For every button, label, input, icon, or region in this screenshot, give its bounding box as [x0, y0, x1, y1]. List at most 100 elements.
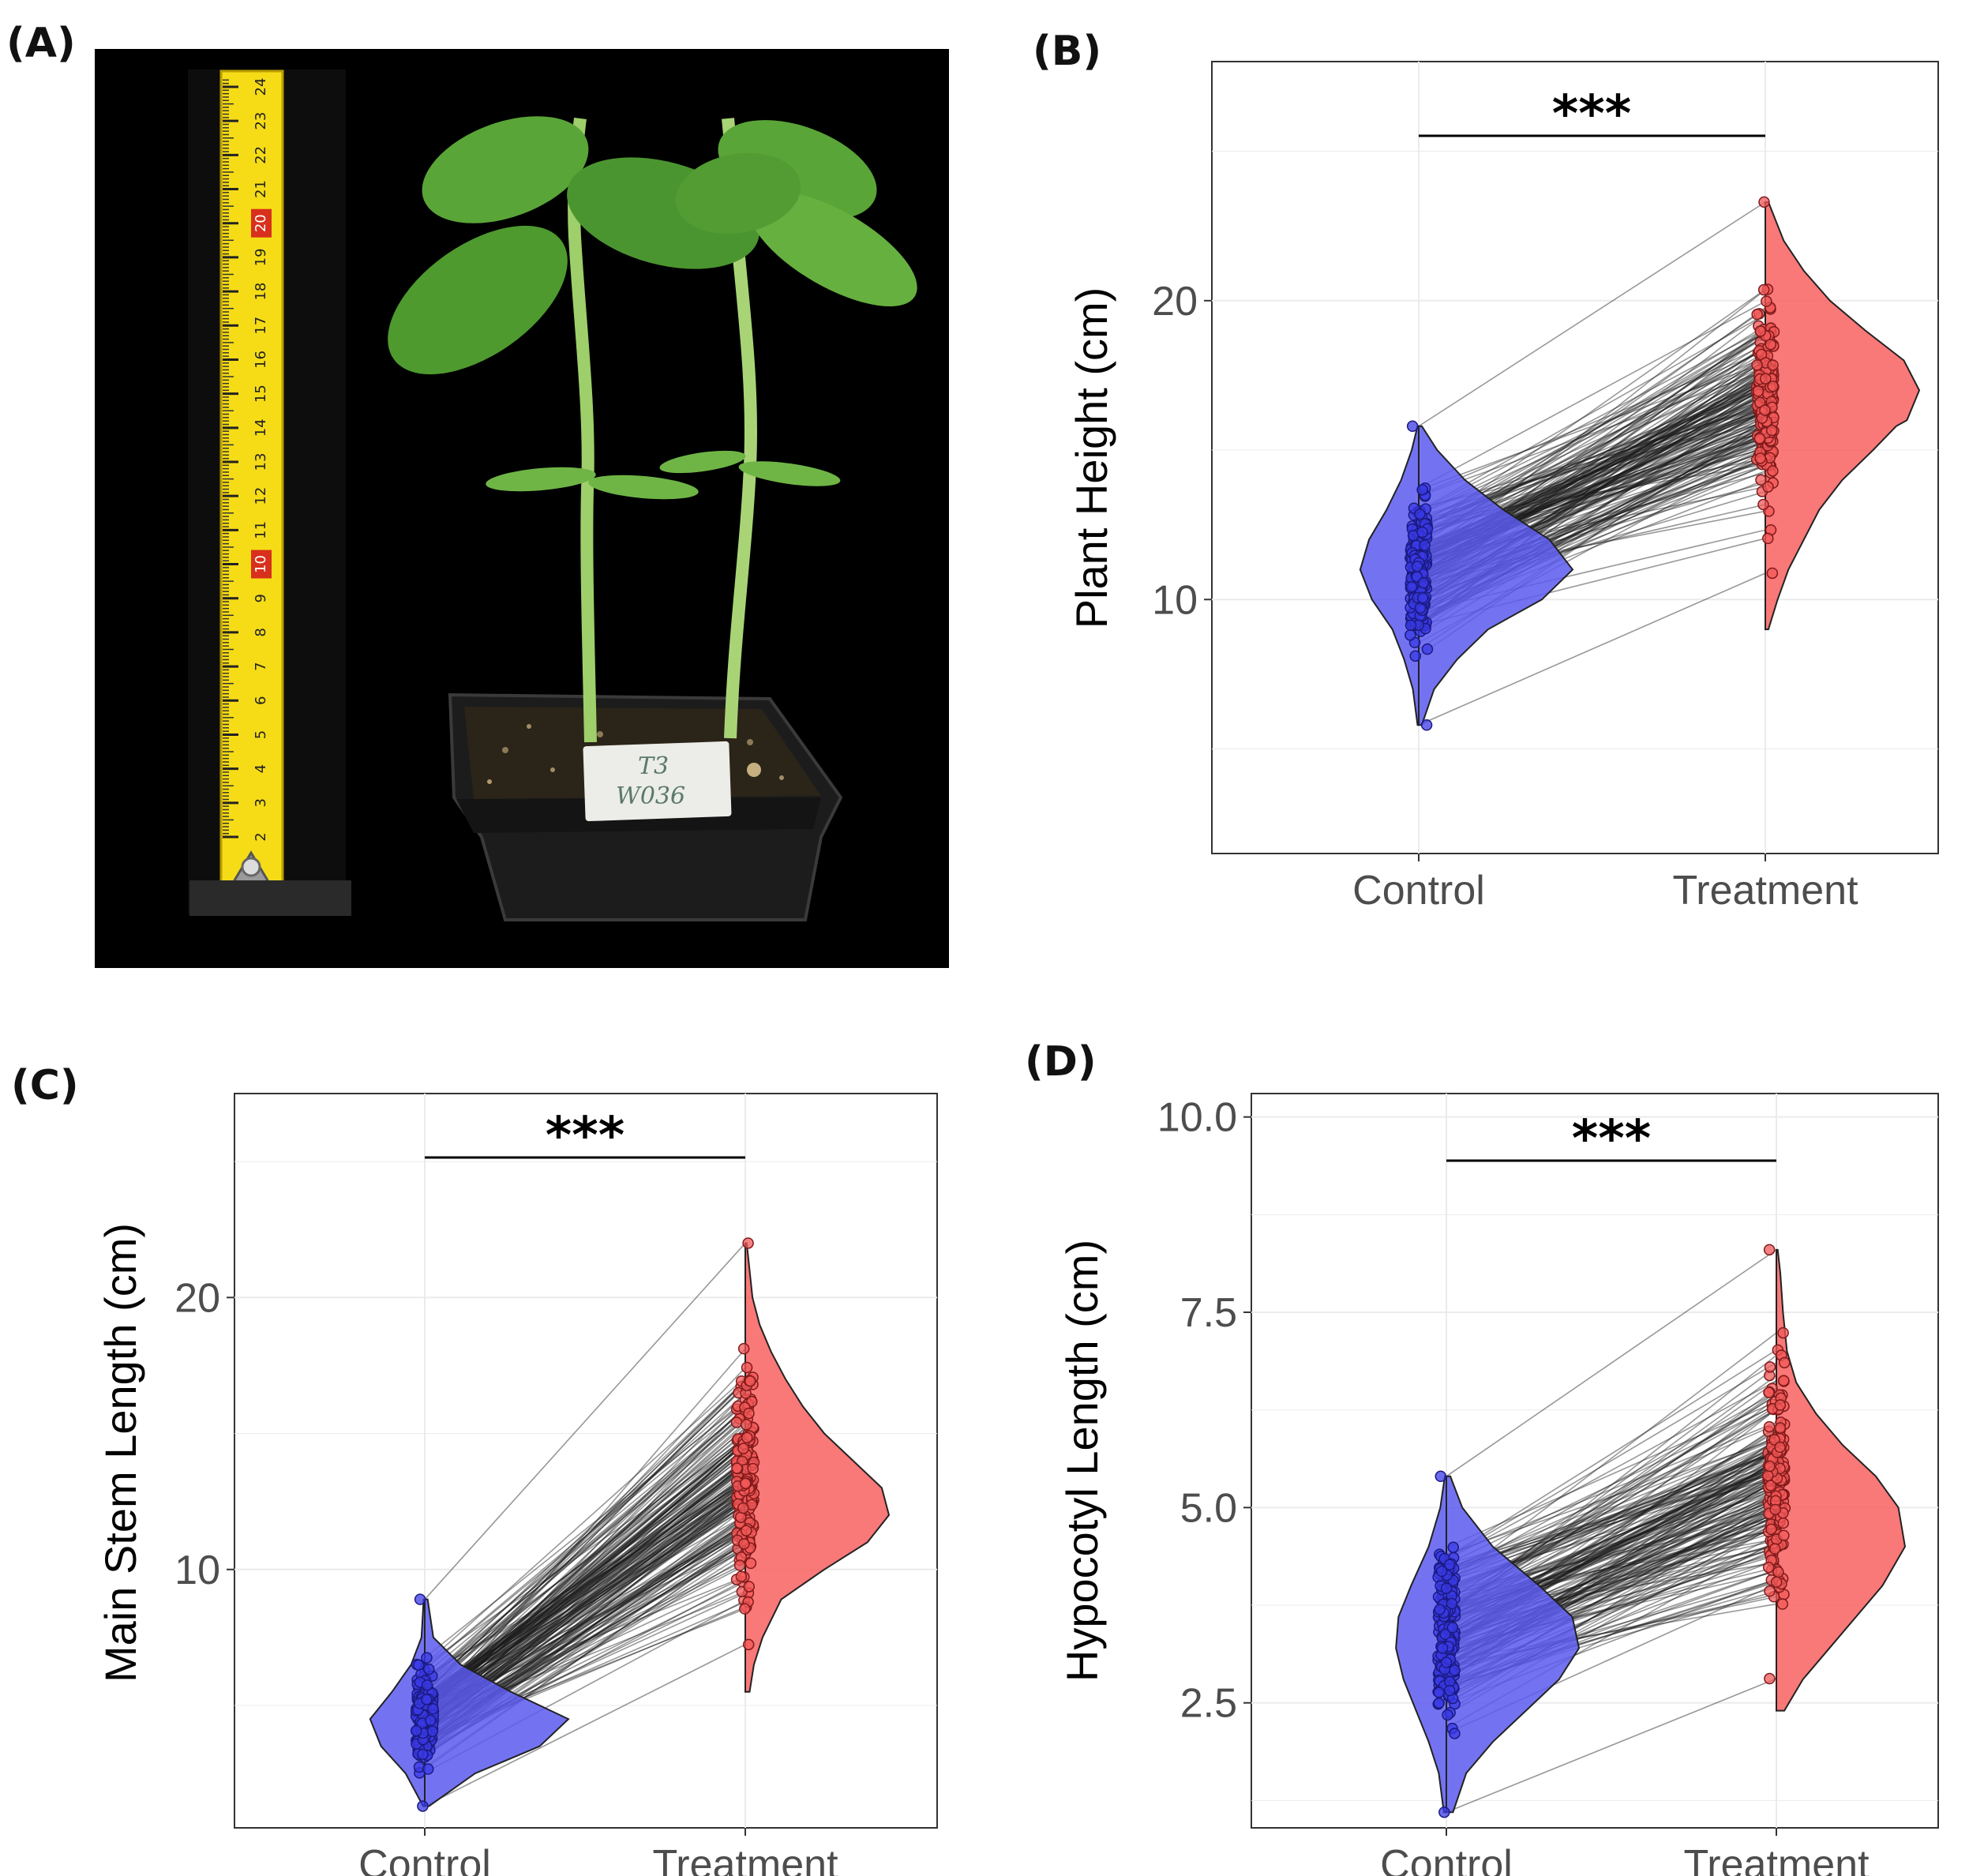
paired-line	[424, 1544, 746, 1699]
paired-line	[424, 1481, 746, 1678]
treatment-point	[1776, 1598, 1789, 1610]
paired-line	[424, 1438, 746, 1709]
paired-line	[424, 1460, 746, 1709]
y-tick-label: 20	[174, 1275, 220, 1321]
tape-number: 6	[253, 696, 269, 705]
treatment-point	[1767, 465, 1779, 477]
x-tick-label-treatment: Treatment	[1672, 868, 1858, 914]
paired-line	[424, 1437, 746, 1686]
paired-line	[1446, 1439, 1777, 1576]
paired-line	[424, 1498, 746, 1692]
y-tick-label: 2.5	[1180, 1681, 1237, 1727]
paired-line	[424, 1348, 746, 1720]
significance-label: ***	[1572, 1110, 1651, 1169]
treatment-point	[743, 1407, 755, 1420]
y-axis-title: Main Stem Length (cm)	[96, 1223, 145, 1683]
treatment-point	[1778, 1529, 1790, 1541]
paired-line	[424, 1409, 746, 1685]
treatment-point	[1774, 1399, 1787, 1411]
treatment-point	[1778, 1375, 1790, 1386]
treatment-point	[747, 1462, 759, 1475]
treatment-point	[1763, 1244, 1776, 1256]
paired-line	[424, 1439, 746, 1701]
x-tick-label-treatment: Treatment	[1683, 1842, 1870, 1876]
paired-line	[424, 1461, 746, 1712]
control-point	[420, 1694, 433, 1705]
control-point	[1419, 539, 1431, 552]
paired-line	[424, 1415, 746, 1717]
y-axis-title: Hypocotyl Length (cm)	[1057, 1240, 1107, 1682]
control-point	[417, 1748, 429, 1761]
tape-number: 23	[253, 112, 269, 130]
paired-line	[424, 1410, 746, 1712]
control-point	[1421, 643, 1434, 655]
control-point	[427, 1703, 439, 1715]
treatment-point	[1759, 404, 1771, 416]
treatment-point	[1764, 1361, 1776, 1373]
tape-number: 13	[253, 453, 269, 471]
paired-line	[424, 1477, 746, 1694]
paired-line	[424, 1386, 746, 1693]
paired-line	[424, 1439, 746, 1698]
paired-line	[424, 1476, 746, 1698]
paired-line	[1446, 1379, 1777, 1561]
violin-control	[1418, 425, 1574, 726]
paired-line	[424, 1406, 746, 1707]
x-tick-label-control: Control	[358, 1842, 491, 1876]
paired-line	[424, 1379, 746, 1686]
treatment-point	[744, 1557, 757, 1570]
treatment-point	[739, 1603, 751, 1615]
treatment-point	[1762, 1561, 1775, 1574]
control-point	[413, 1659, 425, 1672]
paired-line	[1418, 370, 1766, 497]
paired-line	[1418, 572, 1766, 726]
x-tick-label-treatment: Treatment	[652, 1842, 838, 1876]
paired-line	[424, 1380, 746, 1694]
violin-treatment	[744, 1242, 891, 1693]
paired-line	[1418, 362, 1766, 491]
tape-body	[219, 69, 284, 886]
control-point	[1442, 1709, 1453, 1721]
paired-line	[424, 1450, 746, 1710]
treatment-point	[1762, 481, 1774, 493]
treatment-point	[1769, 1543, 1781, 1555]
treatment-point	[742, 1638, 755, 1651]
control-point	[426, 1725, 439, 1738]
paired-line	[424, 1408, 746, 1675]
control-point	[1414, 508, 1426, 520]
control-point	[410, 1724, 422, 1737]
treatment-point	[1762, 1469, 1774, 1482]
control-point	[1420, 719, 1433, 731]
paired-line	[424, 1490, 746, 1699]
paired-line	[424, 1454, 746, 1705]
paired-line	[1446, 1421, 1777, 1558]
paired-line	[1446, 1249, 1777, 1477]
paired-line	[1446, 1391, 1777, 1578]
panel-label-d: (D)	[1025, 1038, 1097, 1086]
paired-line	[424, 1385, 746, 1699]
paired-line	[424, 1421, 746, 1708]
paired-line	[424, 1447, 746, 1706]
treatment-point	[735, 1570, 748, 1582]
plant-leaves	[388, 116, 917, 500]
treatment-point	[1763, 1420, 1776, 1433]
paired-line	[424, 1461, 746, 1696]
treatment-point	[1774, 1441, 1786, 1454]
paired-line	[424, 1450, 746, 1709]
paired-line	[424, 1406, 746, 1694]
control-point	[1449, 1664, 1461, 1676]
treatment-point	[1754, 452, 1766, 464]
treatment-point	[1769, 1503, 1781, 1516]
y-tick-label: 7.5	[1180, 1290, 1237, 1336]
x-tick-labels: Control Treatment	[358, 1828, 838, 1876]
tape-number: 5	[253, 730, 269, 739]
paired-line	[424, 1467, 746, 1701]
paired-line	[424, 1475, 746, 1698]
paired-line	[424, 1418, 746, 1709]
treatment-point	[1777, 1326, 1789, 1339]
significance-label: ***	[546, 1107, 624, 1165]
treatment-point	[1763, 1386, 1775, 1398]
paired-line	[424, 1435, 746, 1711]
